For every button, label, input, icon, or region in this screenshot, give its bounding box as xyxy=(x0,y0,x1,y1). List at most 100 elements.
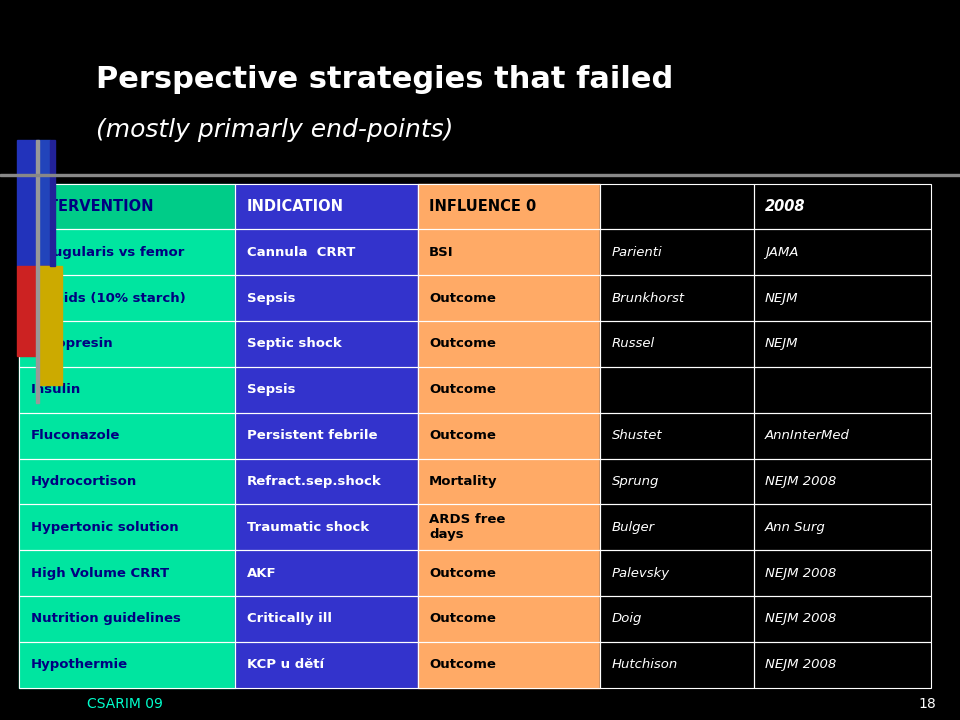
Bar xyxy=(235,413,418,459)
Bar xyxy=(19,367,235,413)
Bar xyxy=(754,275,931,321)
Bar xyxy=(19,550,235,596)
Bar xyxy=(754,504,931,550)
Bar xyxy=(600,413,754,459)
Bar xyxy=(418,550,600,596)
Text: INTERVENTION: INTERVENTION xyxy=(31,199,155,214)
Bar xyxy=(19,459,235,504)
Bar xyxy=(418,413,600,459)
Bar xyxy=(418,230,600,275)
Bar xyxy=(754,642,931,688)
Text: Doig: Doig xyxy=(612,613,642,626)
Bar xyxy=(19,275,235,321)
Text: Ann Surg: Ann Surg xyxy=(765,521,826,534)
Bar xyxy=(754,184,931,230)
Text: Vasopresin: Vasopresin xyxy=(31,338,113,351)
Text: Hydrocortison: Hydrocortison xyxy=(31,475,137,488)
Bar xyxy=(418,184,600,230)
Bar xyxy=(754,459,931,504)
Text: ARDS free
days: ARDS free days xyxy=(429,513,506,541)
Bar xyxy=(235,642,418,688)
Bar xyxy=(418,504,600,550)
Text: Sprung: Sprung xyxy=(612,475,659,488)
Bar xyxy=(754,230,931,275)
Text: Outcome: Outcome xyxy=(429,567,496,580)
Text: Persistent febrile: Persistent febrile xyxy=(247,429,377,442)
Bar xyxy=(600,459,754,504)
Bar xyxy=(235,504,418,550)
Bar xyxy=(235,321,418,367)
Text: NEJM 2008: NEJM 2008 xyxy=(765,567,836,580)
Bar xyxy=(19,230,235,275)
Bar xyxy=(600,321,754,367)
Bar xyxy=(600,596,754,642)
Bar xyxy=(600,367,754,413)
Text: KCP u dětí: KCP u dětí xyxy=(247,658,324,671)
Bar xyxy=(19,459,235,504)
Bar xyxy=(600,504,754,550)
Bar xyxy=(19,413,235,459)
Bar xyxy=(418,596,600,642)
Text: NEJM 2008: NEJM 2008 xyxy=(765,475,836,488)
Bar xyxy=(235,367,418,413)
Bar xyxy=(38,266,62,385)
Text: CSARIM 09: CSARIM 09 xyxy=(86,697,163,711)
Text: Palevsky: Palevsky xyxy=(612,567,670,580)
Text: 18: 18 xyxy=(919,697,936,711)
Bar xyxy=(235,184,418,230)
Text: AKF: AKF xyxy=(247,567,276,580)
Bar xyxy=(600,642,754,688)
Bar xyxy=(38,140,50,266)
Bar xyxy=(600,550,754,596)
Bar xyxy=(600,275,754,321)
Bar xyxy=(235,275,418,321)
Text: AnnInterMed: AnnInterMed xyxy=(765,429,850,442)
Bar xyxy=(754,230,931,275)
Text: Nutrition guidelines: Nutrition guidelines xyxy=(31,613,180,626)
Bar xyxy=(600,459,754,504)
Bar xyxy=(235,230,418,275)
Text: Parienti: Parienti xyxy=(612,246,662,258)
Bar xyxy=(235,230,418,275)
Bar xyxy=(418,184,600,230)
Bar xyxy=(754,184,931,230)
Text: NEJM 2008: NEJM 2008 xyxy=(765,613,836,626)
Bar xyxy=(17,266,50,356)
Text: Sepsis: Sepsis xyxy=(247,292,296,305)
Text: 2008: 2008 xyxy=(765,199,805,214)
Bar xyxy=(36,140,39,403)
Bar xyxy=(235,459,418,504)
Bar xyxy=(418,367,600,413)
Bar xyxy=(600,230,754,275)
Bar xyxy=(418,459,600,504)
Text: Septic shock: Septic shock xyxy=(247,338,342,351)
Bar xyxy=(19,184,235,230)
Bar xyxy=(418,642,600,688)
Bar xyxy=(235,642,418,688)
Bar xyxy=(754,367,931,413)
Bar xyxy=(754,504,931,550)
Bar xyxy=(19,413,235,459)
Text: v. jugularis vs femor: v. jugularis vs femor xyxy=(31,246,184,258)
Bar xyxy=(17,140,38,266)
Bar xyxy=(600,184,754,230)
Text: Fluconazole: Fluconazole xyxy=(31,429,120,442)
Text: Bulger: Bulger xyxy=(612,521,655,534)
Bar xyxy=(418,275,600,321)
Text: Russel: Russel xyxy=(612,338,655,351)
Bar xyxy=(600,275,754,321)
Bar xyxy=(754,596,931,642)
Text: (mostly primarly end-points): (mostly primarly end-points) xyxy=(96,117,453,142)
Bar xyxy=(19,642,235,688)
Text: Hypothermie: Hypothermie xyxy=(31,658,128,671)
Text: NEJM: NEJM xyxy=(765,338,799,351)
Text: Outcome: Outcome xyxy=(429,658,496,671)
Bar xyxy=(754,321,931,367)
Text: Mortality: Mortality xyxy=(429,475,497,488)
Bar xyxy=(600,642,754,688)
Bar xyxy=(600,184,754,230)
Bar xyxy=(19,642,235,688)
Bar xyxy=(418,367,600,413)
Bar xyxy=(600,321,754,367)
Bar xyxy=(418,321,600,367)
